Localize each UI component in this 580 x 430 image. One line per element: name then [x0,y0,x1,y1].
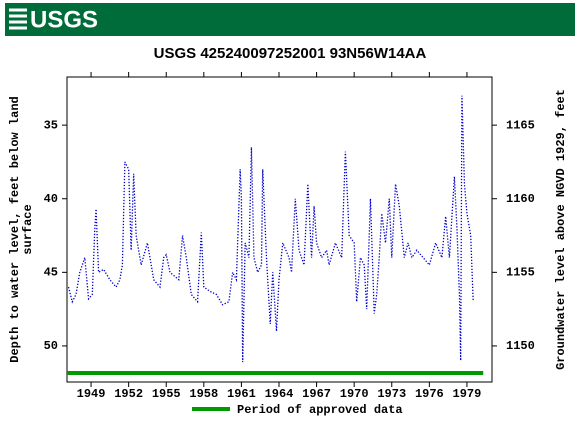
y-tick-label: 35 [44,118,58,132]
chart-title: USGS 425240097252001 93N56W14AA [154,45,427,62]
x-tick-label: 1979 [453,387,482,401]
x-tick-label: 1976 [415,387,444,401]
x-tick-label: 1973 [377,387,406,401]
x-tick-label: 1961 [227,387,256,401]
y-axis-label: surface [21,204,35,254]
plot-frame [66,76,493,383]
y-tick-label: 50 [44,339,58,353]
water-level-line [67,95,474,363]
y2-tick-label: 1155 [506,266,535,280]
legend-label: Period of approved data [237,403,403,417]
x-tick-label: 1970 [340,387,369,401]
x-tick-label: 1964 [265,387,294,401]
x-tick-label: 1967 [302,387,331,401]
x-tick-label: 1949 [77,387,106,401]
logo: USGS [30,6,98,33]
y2-axis-label: Groundwater level above NGVD 1929, feet [554,89,568,370]
usgs-logo-mark [9,8,27,30]
y2-tick-label: 1160 [506,192,535,206]
approved-period-bar [67,371,484,375]
y-axis-label: Depth to water level, feet below land [8,96,22,362]
x-tick-label: 1952 [114,387,143,401]
y-tick-label: 40 [44,192,58,206]
x-tick-label: 1955 [152,387,181,401]
y-tick-label: 45 [44,266,58,280]
y2-tick-label: 1150 [506,339,535,353]
x-tick-label: 1958 [189,387,218,401]
y2-tick-label: 1165 [506,118,535,132]
header-bar [5,3,575,36]
